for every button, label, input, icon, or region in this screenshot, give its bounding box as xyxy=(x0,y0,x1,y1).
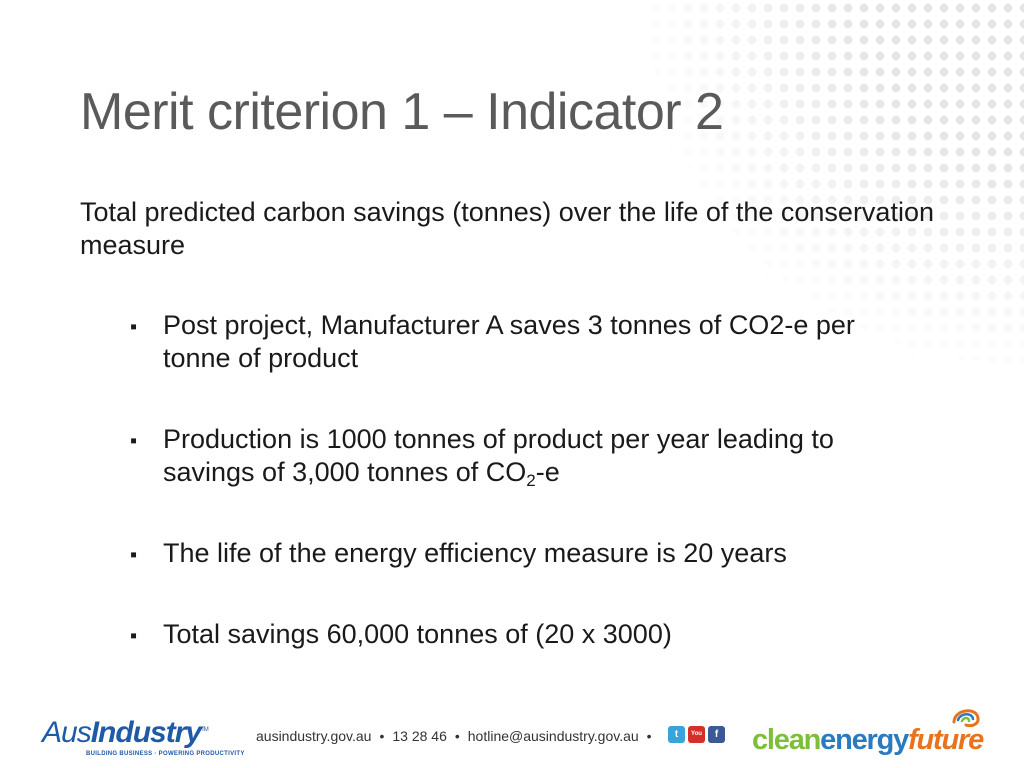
ausindustry-wordmark: AusIndustryTM xyxy=(42,714,245,749)
logo-future: future xyxy=(908,724,984,756)
bullet-square-icon: ▪ xyxy=(130,544,138,566)
social-icons: t You Tube f xyxy=(668,726,725,754)
separator: • xyxy=(379,728,385,744)
separator: • xyxy=(454,728,460,744)
youtube-icon[interactable]: You Tube xyxy=(688,726,705,754)
bullet-list: ▪ Post project, Manufacturer A saves 3 t… xyxy=(130,309,890,699)
ausindustry-logo: AusIndustryTM BUILDING BUSINESS · POWERI… xyxy=(42,714,245,758)
dotted-background-decoration xyxy=(504,0,1024,560)
clean-energy-future-logo: cleanenergyfuture xyxy=(752,709,992,760)
email-link[interactable]: hotline@ausindustry.gov.au xyxy=(467,728,639,744)
list-item: ▪ Post project, Manufacturer A saves 3 t… xyxy=(130,309,890,375)
logo-prefix: Aus xyxy=(42,716,92,749)
list-item: ▪ Total savings 60,000 tonnes of (20 x 3… xyxy=(130,618,890,651)
clean-energy-future-wordmark: cleanenergyfuture xyxy=(752,724,984,757)
bullet-square-icon: ▪ xyxy=(130,316,138,338)
subscript: 2 xyxy=(526,471,536,490)
separator: • xyxy=(646,728,652,744)
bullet-text-suffix: -e xyxy=(535,457,560,487)
phone-number: 13 28 46 xyxy=(392,728,447,744)
logo-name: Industry xyxy=(90,716,202,749)
bullet-square-icon: ▪ xyxy=(130,430,138,452)
trademark: TM xyxy=(201,727,209,733)
australia-map-icon xyxy=(952,709,980,728)
twitter-icon[interactable]: t xyxy=(668,726,685,743)
logo-energy: energy xyxy=(820,724,909,756)
bullet-text: The life of the energy efficiency measur… xyxy=(163,538,787,568)
logo-clean: clean xyxy=(752,724,821,756)
list-item: ▪ The life of the energy efficiency meas… xyxy=(130,537,890,570)
intro-text: Total predicted carbon savings (tonnes) … xyxy=(80,197,934,260)
slide-title: Merit criterion 1 – Indicator 2 xyxy=(80,83,724,141)
ausindustry-tagline: BUILDING BUSINESS · POWERING PRODUCTIVIT… xyxy=(86,751,245,757)
bullet-text: Production is 1000 tonnes of product per… xyxy=(163,424,834,490)
website-link[interactable]: ausindustry.gov.au xyxy=(256,728,372,744)
bullet-text: Post project, Manufacturer A saves 3 ton… xyxy=(163,310,855,373)
contact-line: ausindustry.gov.au • 13 28 46 • hotline@ausi… xyxy=(256,728,652,744)
bullet-square-icon: ▪ xyxy=(130,625,138,647)
footer: AusIndustryTM BUILDING BUSINESS · POWERI… xyxy=(0,698,1024,768)
list-item: ▪ Production is 1000 tonnes of product p… xyxy=(130,423,890,489)
bullet-text-main: Production is 1000 tonnes of product per… xyxy=(163,424,834,487)
bullet-text: Total savings 60,000 tonnes of (20 x 300… xyxy=(163,619,672,649)
facebook-icon[interactable]: f xyxy=(708,726,725,743)
